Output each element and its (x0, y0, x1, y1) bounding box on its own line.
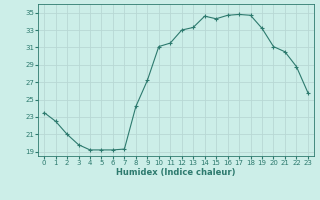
X-axis label: Humidex (Indice chaleur): Humidex (Indice chaleur) (116, 168, 236, 177)
